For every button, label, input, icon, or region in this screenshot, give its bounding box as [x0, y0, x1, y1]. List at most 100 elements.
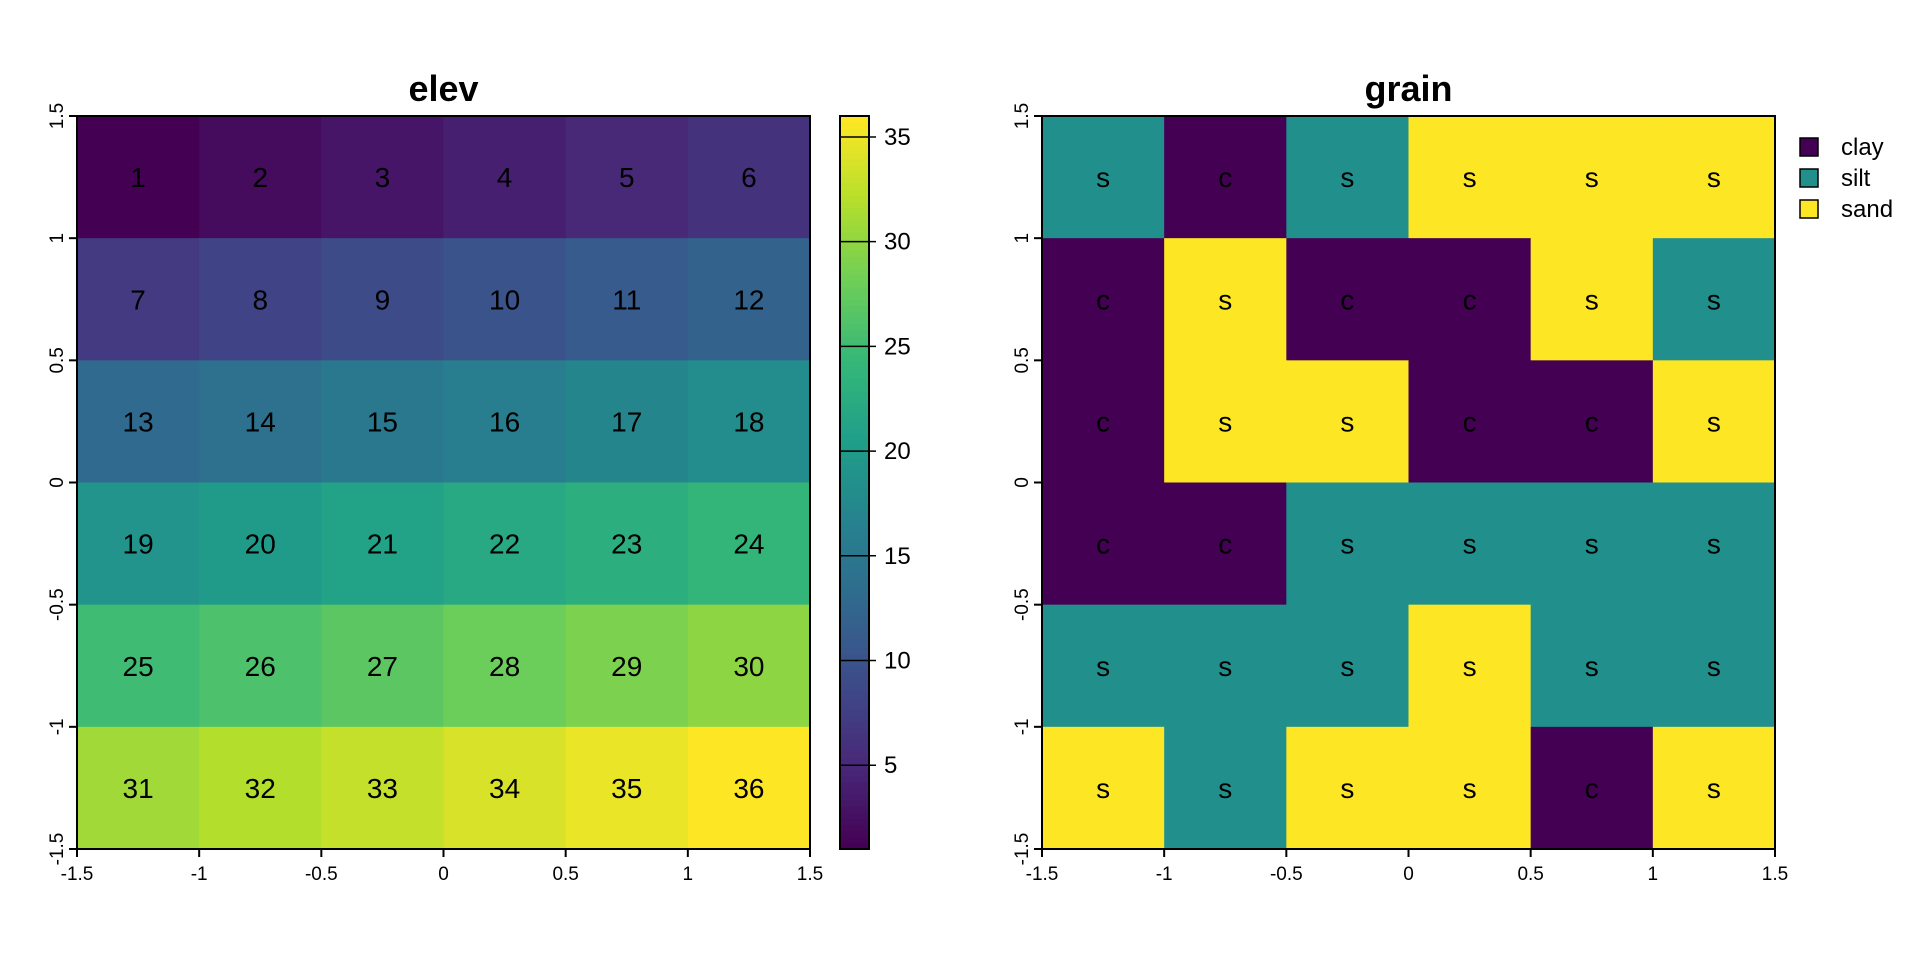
cell-label: 13	[123, 406, 154, 437]
colorbar-segment	[840, 439, 869, 447]
colorbar-segment	[840, 250, 869, 258]
colorbar-segment	[840, 598, 869, 606]
colorbar-segment	[840, 769, 869, 777]
heatmap-cell	[1164, 726, 1287, 850]
colorbar: 5 10 15 20 25 30 35	[839, 115, 911, 850]
heatmap-cell	[1164, 238, 1287, 361]
heatmap-cell	[1286, 604, 1409, 728]
colorbar-segment	[840, 116, 869, 123]
heatmap-cell	[199, 604, 322, 728]
cell-label: 9	[375, 284, 391, 315]
cell-label: s	[1707, 529, 1721, 560]
colorbar-segment	[840, 800, 869, 807]
cell-label: 2	[252, 162, 268, 193]
heatmap-cell	[1164, 116, 1287, 239]
y-tick-label: 0.5	[1012, 347, 1033, 373]
colorbar-segment	[840, 232, 869, 239]
heatmap-cell	[443, 360, 567, 483]
colorbar-frame	[839, 115, 870, 850]
y-tick-label: -1	[47, 718, 68, 735]
legend: clay silt sand	[1799, 134, 1893, 223]
colorbar-segment	[840, 659, 869, 667]
heatmap-cell	[1652, 116, 1776, 239]
colorbar-segment	[840, 574, 869, 581]
cell-label: 35	[611, 773, 642, 804]
cell-label: 15	[367, 406, 398, 437]
cell-label: s	[1340, 529, 1354, 560]
colorbar-segment	[840, 225, 869, 233]
x-tick-label: -0.5	[1270, 864, 1303, 885]
heatmap-cell	[77, 238, 200, 361]
heatmap-cell	[1286, 360, 1409, 483]
cell-label: c	[1096, 284, 1110, 315]
heatmap-cell	[687, 238, 811, 361]
colorbar-segment	[840, 781, 869, 789]
colorbar-segment	[840, 403, 869, 410]
x-tick-label: 1.5	[1762, 864, 1788, 885]
cell-label: c	[1340, 284, 1354, 315]
colorbar-segment	[840, 470, 869, 477]
colorbar-tick-label: 5	[884, 752, 897, 779]
heatmap-cell	[1042, 360, 1165, 483]
colorbar-segment	[840, 543, 869, 551]
colorbar-segment	[840, 415, 869, 423]
cell-label: 23	[611, 529, 642, 560]
cell-label: c	[1463, 406, 1477, 437]
cell-label: s	[1218, 406, 1232, 437]
colorbar-segment	[840, 366, 869, 374]
y-tick-label: 0	[47, 477, 68, 488]
heatmap-cell	[1286, 116, 1409, 239]
cell-label: c	[1096, 406, 1110, 437]
heatmap-cell	[1286, 726, 1409, 850]
colorbar-segment	[840, 378, 869, 386]
heatmap-cell	[1530, 116, 1654, 239]
heatmap-cell	[565, 482, 689, 606]
colorbar-segment	[840, 531, 869, 539]
heatmap-cell	[443, 604, 567, 728]
cell-label: s	[1707, 406, 1721, 437]
heatmap-cell	[443, 482, 567, 606]
heatmap-cell	[1652, 604, 1776, 728]
cell-label: 27	[367, 651, 398, 682]
y-tick-label: 0	[1012, 477, 1033, 488]
cell-label: 25	[123, 651, 154, 682]
heatmap-cell	[1164, 604, 1287, 728]
colorbar-tick-label: 35	[884, 124, 911, 151]
colorbar-segment	[840, 506, 869, 514]
cell-label: c	[1096, 529, 1110, 560]
cell-label: c	[1218, 162, 1232, 193]
colorbar-segment	[840, 751, 869, 758]
heatmap-cell	[1408, 726, 1532, 850]
cell-label: s	[1585, 284, 1599, 315]
heatmap-cell	[1652, 482, 1776, 606]
colorbar-segment	[840, 183, 869, 190]
y-tick-label: -0.5	[1012, 588, 1033, 621]
heatmap-cell	[1042, 238, 1165, 361]
heatmap-cell	[1042, 604, 1165, 728]
colorbar-segment	[840, 549, 869, 557]
colorbar-segment	[840, 677, 869, 685]
colorbar-segment	[840, 451, 869, 459]
colorbar-segment	[840, 641, 869, 649]
cell-label: s	[1707, 284, 1721, 315]
cell-label: 10	[489, 284, 520, 315]
x-tick-label: 0	[438, 864, 449, 885]
cell-label: c	[1585, 773, 1599, 804]
colorbar-segment	[840, 329, 869, 337]
colorbar-segment	[840, 824, 869, 832]
colorbar-segment	[840, 262, 869, 270]
cell-label: 5	[619, 162, 635, 193]
heatmap-cell	[1408, 116, 1532, 239]
cell-label: s	[1585, 529, 1599, 560]
heatmap-cell	[77, 604, 200, 728]
colorbar-segment	[840, 519, 869, 526]
colorbar-segment	[840, 195, 869, 203]
heatmap-cell	[565, 360, 689, 483]
cell-label: c	[1463, 284, 1477, 315]
cell-label: s	[1707, 651, 1721, 682]
colorbar-segment	[840, 647, 869, 655]
colorbar-segment	[840, 726, 869, 734]
cell-label: 31	[123, 773, 154, 804]
cell-label: 32	[245, 773, 276, 804]
